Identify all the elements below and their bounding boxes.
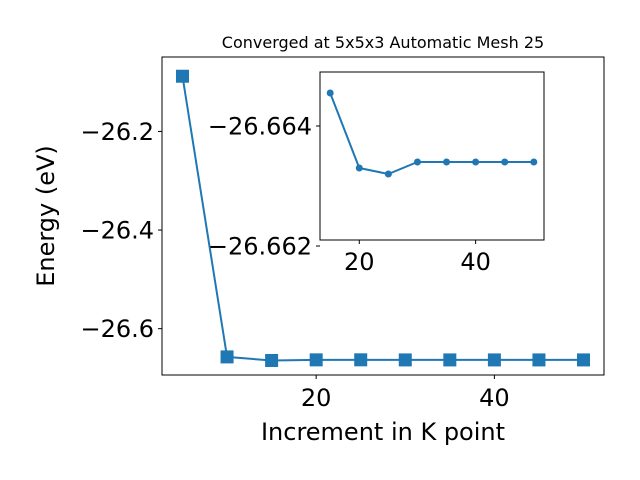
main-data-point — [309, 353, 323, 367]
inset-data-point — [413, 158, 421, 166]
inset-data-point — [501, 158, 509, 166]
inset-plot-background — [320, 72, 544, 240]
main-data-point — [443, 353, 457, 367]
main-x-tick-label: 20 — [301, 384, 332, 412]
main-ticks: 20 40 −26.6 −26.4 −26.2 — [80, 118, 509, 412]
main-data-point — [398, 353, 412, 367]
main-data-point — [532, 353, 546, 367]
inset-data-point — [384, 170, 392, 178]
inset-ticks: 20 40 −26.664 −26.662 — [208, 112, 491, 276]
inset-y-tick-label: −26.664 — [208, 112, 312, 140]
inset-series-line — [329, 92, 534, 176]
main-y-tick-label: −26.2 — [80, 118, 154, 146]
inset-data-point — [530, 158, 538, 166]
main-series — [175, 69, 591, 367]
main-y-tick-label: −26.4 — [80, 216, 154, 244]
main-data-point — [354, 353, 368, 367]
inset-plot-frame — [319, 71, 545, 241]
inset-data-point — [355, 164, 363, 172]
y-axis-label: Energy (eV) — [32, 145, 60, 287]
inset-axes: 20 40 −26.664 −26.662 — [208, 71, 545, 276]
main-series-line — [181, 76, 584, 362]
inset-x-tick-label: 40 — [460, 248, 491, 276]
inset-y-tick-label: −26.662 — [208, 232, 312, 260]
x-axis-label: Increment in K point — [261, 418, 505, 446]
main-y-tick-label: −26.6 — [80, 315, 154, 343]
inset-series — [326, 89, 538, 178]
main-data-point — [220, 350, 234, 364]
inset-data-point — [472, 158, 480, 166]
inset-x-tick-label: 20 — [344, 248, 375, 276]
main-plot-frame — [161, 56, 605, 376]
chart-title: Converged at 5x5x3 Automatic Mesh 25 — [222, 33, 544, 52]
main-data-point — [175, 69, 189, 83]
main-data-point — [487, 353, 501, 367]
main-x-tick-label: 40 — [479, 384, 510, 412]
inset-data-point — [443, 158, 451, 166]
main-data-point — [265, 353, 279, 367]
inset-data-point — [326, 89, 334, 97]
main-data-point — [577, 353, 591, 367]
